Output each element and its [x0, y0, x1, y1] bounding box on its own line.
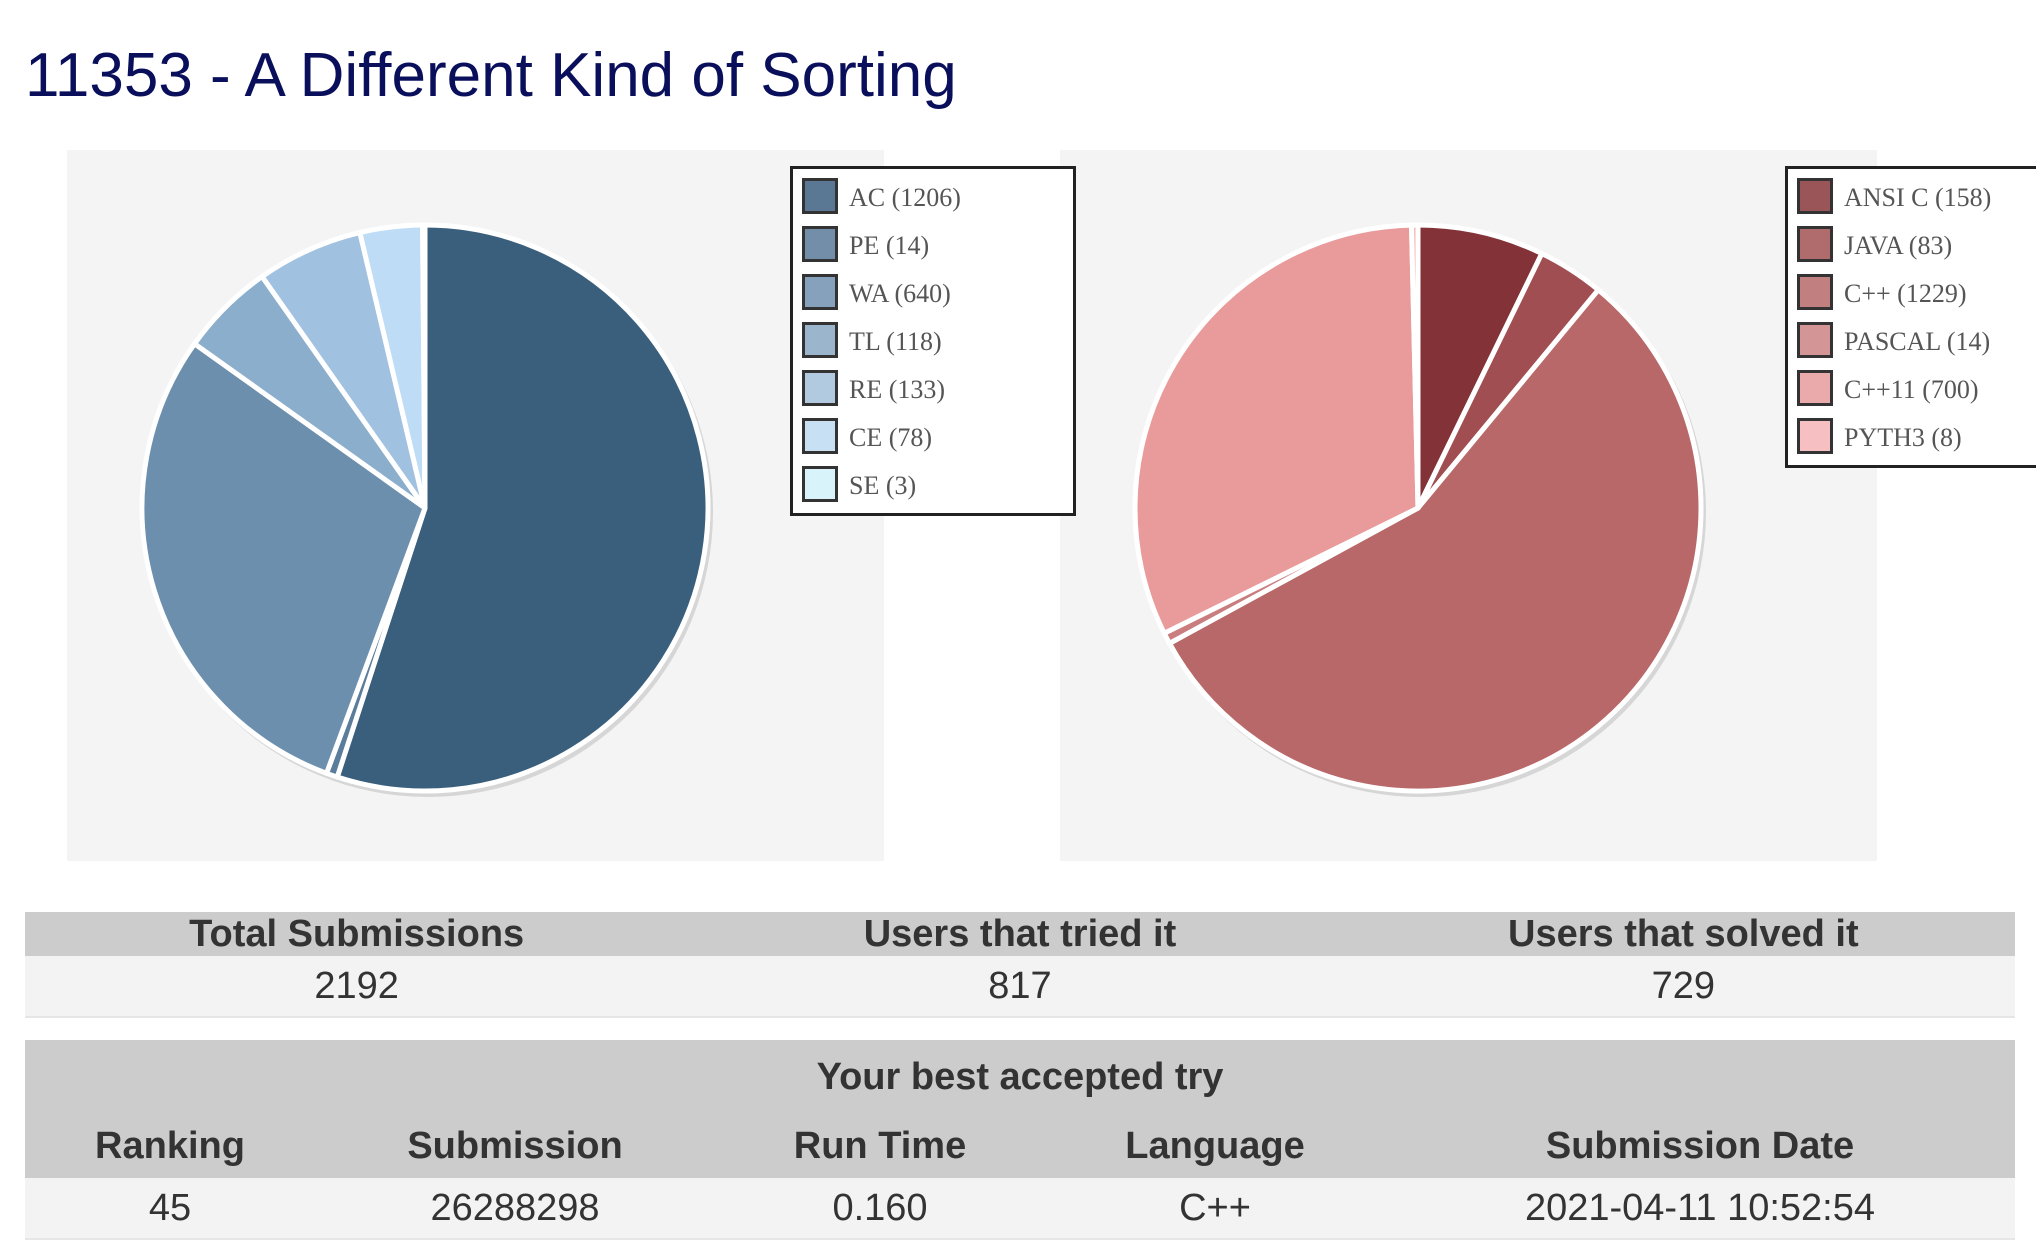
legend-swatch	[802, 322, 838, 358]
legend-swatch	[802, 226, 838, 262]
run-time-header: Run Time	[715, 1114, 1045, 1178]
total-submissions-value: 2192	[25, 956, 689, 1018]
run-time-value: 0.160	[715, 1178, 1045, 1240]
legend-label: WA (640)	[849, 279, 951, 308]
legend-swatch	[802, 178, 838, 214]
legend-label: C++ (1229)	[1844, 279, 1967, 308]
legend-label: CE (78)	[849, 423, 933, 452]
language-header: Language	[1045, 1114, 1385, 1178]
submission-date-header: Submission Date	[1385, 1114, 2015, 1178]
legend-swatch	[802, 466, 838, 502]
legend-swatch	[1797, 418, 1833, 454]
language-pie-chart	[1132, 222, 1706, 797]
legend-label: TL (118)	[849, 327, 942, 356]
ranking-header: Ranking	[25, 1114, 315, 1178]
submission-value: 26288298	[315, 1178, 715, 1240]
legend-label: RE (133)	[849, 375, 946, 404]
submission-header: Submission	[315, 1114, 715, 1178]
language-slice-c-11	[1132, 222, 1421, 636]
total-submissions-header: Total Submissions	[25, 912, 689, 956]
users-solved-header: Users that solved it	[1351, 912, 2015, 956]
legend-swatch	[802, 418, 838, 454]
best-try-caption: Your best accepted try	[25, 1040, 2015, 1114]
legend-label: C++11 (700)	[1844, 375, 1979, 404]
legend-label: JAVA (83)	[1844, 231, 1953, 260]
verdict-slice-se	[420, 222, 428, 511]
legend-label: PYTH3 (8)	[1844, 423, 1962, 452]
verdict-slice-wa	[139, 341, 428, 776]
users-tried-header: Users that tried it	[688, 912, 1352, 956]
users-tried-value: 817	[688, 956, 1352, 1018]
verdict-slice-ac	[334, 222, 711, 794]
legend-label: ANSI C (158)	[1844, 183, 1992, 212]
language-legend: ANSI C (158) JAVA (83) C++ (1229) PASCAL…	[1785, 166, 2036, 468]
language-slice-c-	[1166, 287, 1704, 794]
submission-stats-table: Total Submissions Users that tried it Us…	[25, 912, 2015, 1018]
submission-date-value: 2021-04-11 10:52:54	[1385, 1178, 2015, 1240]
language-slice-ansi-c	[1415, 222, 1545, 511]
legend-label: AC (1206)	[849, 183, 961, 212]
legend-swatch	[802, 274, 838, 310]
verdict-pie-chart	[139, 222, 713, 797]
language-slice-pyth3	[1409, 222, 1421, 511]
language-value: C++	[1045, 1178, 1385, 1240]
legend-swatch	[1797, 370, 1833, 406]
legend-swatch	[802, 370, 838, 406]
legend-swatch	[1797, 274, 1833, 310]
legend-swatch	[1797, 178, 1833, 214]
legend-swatch	[1797, 322, 1833, 358]
legend-swatch	[1797, 226, 1833, 262]
ranking-value: 45	[25, 1178, 315, 1240]
legend-label: PASCAL (14)	[1844, 327, 1991, 356]
verdict-legend: AC (1206) PE (14) WA (640) TL (118) RE (…	[790, 166, 1076, 516]
users-solved-value: 729	[1351, 956, 2015, 1018]
page-title: 11353 - A Different Kind of Sorting	[25, 41, 957, 110]
best-accepted-try-table: Your best accepted try Ranking Submissio…	[25, 1040, 2015, 1240]
legend-label: PE (14)	[849, 231, 930, 260]
legend-label: SE (3)	[849, 471, 917, 500]
